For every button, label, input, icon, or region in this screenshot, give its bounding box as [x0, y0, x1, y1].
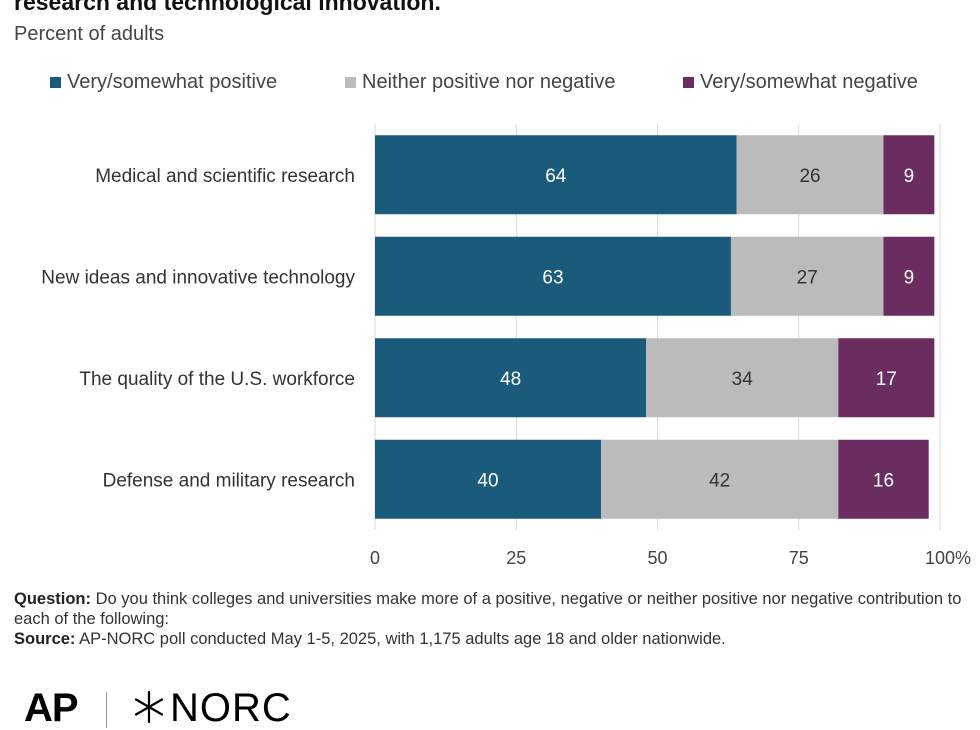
source-note: Source: AP-NORC poll conducted May 1-5, …: [14, 629, 964, 649]
stacked-bar-chart: Medical and scientific research 64 26 9 New …: [41, 124, 971, 568]
source-text: AP-NORC poll conducted May 1-5, 2025, wi…: [79, 630, 726, 648]
bar-segment: [838, 439, 929, 519]
bar-segment: [375, 236, 731, 316]
bar-segment: [736, 135, 884, 215]
data-label: 34: [732, 369, 754, 390]
chart-footer: Question: Do you think colleges and univ…: [14, 589, 964, 649]
norc-logo-text: NORC: [170, 686, 292, 730]
legend-label-negative: Very/somewhat negative: [700, 71, 918, 93]
data-label: 63: [542, 267, 563, 288]
bar-segment: [375, 338, 647, 418]
category-label: New ideas and innovative technology: [41, 267, 355, 288]
bar-segment: [601, 439, 839, 519]
legend-swatch-positive: [50, 77, 61, 88]
chart-title: research and technological innovation.: [14, 0, 441, 15]
question-note: Question: Do you think colleges and univ…: [14, 589, 964, 629]
legend-label-neutral: Neither positive nor negative: [362, 71, 616, 93]
bar-segment: [883, 135, 935, 215]
data-label: 40: [477, 470, 498, 491]
bar-segment: [375, 439, 601, 519]
logo-divider: [106, 692, 107, 728]
source-label: Source:: [14, 630, 76, 648]
category-label: The quality of the U.S. workforce: [79, 369, 355, 390]
category-label: Medical and scientific research: [95, 166, 355, 187]
x-tick-label: 75: [789, 548, 809, 568]
question-text: Do you think colleges and universities m…: [14, 590, 962, 628]
data-label: 27: [797, 267, 818, 288]
data-label: 26: [799, 166, 820, 187]
norc-star-icon: [134, 690, 164, 724]
ap-logo: AP: [24, 686, 79, 730]
bar-segment: [375, 135, 737, 215]
data-label: 9: [904, 267, 915, 288]
chart-subtitle: Percent of adults: [14, 23, 165, 45]
data-label: 42: [709, 470, 730, 491]
legend-label-positive: Very/somewhat positive: [67, 71, 278, 93]
data-label: 64: [545, 166, 567, 187]
bar-segment: [883, 236, 935, 316]
data-label: 48: [500, 369, 521, 390]
data-label: 16: [873, 470, 894, 491]
bar-segment: [646, 338, 839, 418]
bar-segment: [838, 338, 935, 418]
category-label: Defense and military research: [103, 470, 355, 491]
question-label: Question:: [14, 590, 91, 608]
legend-swatch-negative: [683, 77, 694, 88]
x-tick-label: 25: [506, 548, 526, 568]
data-label: 17: [876, 369, 897, 390]
x-tick-label: 100%: [925, 548, 971, 568]
legend-swatch-neutral: [345, 77, 356, 88]
data-label: 9: [904, 166, 915, 187]
x-tick-label: 0: [370, 548, 380, 568]
x-tick-label: 50: [647, 548, 667, 568]
bar-segment: [730, 236, 884, 316]
